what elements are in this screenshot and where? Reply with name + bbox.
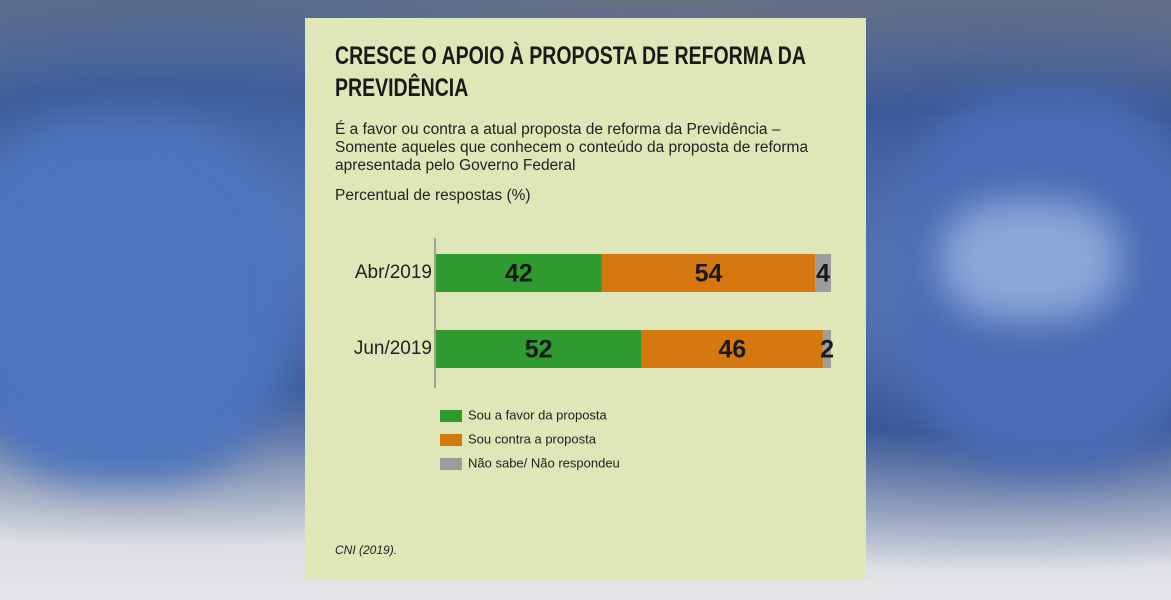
legend-label: Não sabe/ Não respondeu [468,455,620,470]
axis-label: Percentual de respostas (%) [335,187,531,204]
legend-swatch [440,458,462,470]
legend-swatch [440,434,462,446]
chart-subtitle: É a favor ou contra a atual proposta de … [335,121,809,174]
legend-swatch [440,410,462,422]
chart-title: CRESCE O APOIO À PROPOSTA DE REFORMA DA … [335,42,806,102]
source-note: CNI (2019). [335,543,398,557]
bar-segment [436,330,642,368]
data-label: 4 [816,260,830,288]
bar-segment [641,330,824,368]
data-label: 42 [505,260,533,288]
data-label: 54 [695,260,723,288]
data-label: 46 [718,336,746,364]
background-shape [0,120,290,480]
chart-card: CRESCE O APOIO À PROPOSTA DE REFORMA DA … [305,18,866,580]
bar-segment [815,254,831,292]
legend-label: Sou a favor da proposta [468,407,608,422]
legend-label: Sou contra a proposta [468,431,597,446]
background-shape [940,200,1120,320]
y-tick-label: Abr/2019 [355,262,432,283]
data-label: 2 [820,336,834,364]
bar-segment [601,254,816,292]
y-tick-label: Jun/2019 [354,338,432,359]
bar-segment [823,330,831,368]
data-label: 52 [525,336,553,364]
bar-segment [436,254,602,292]
